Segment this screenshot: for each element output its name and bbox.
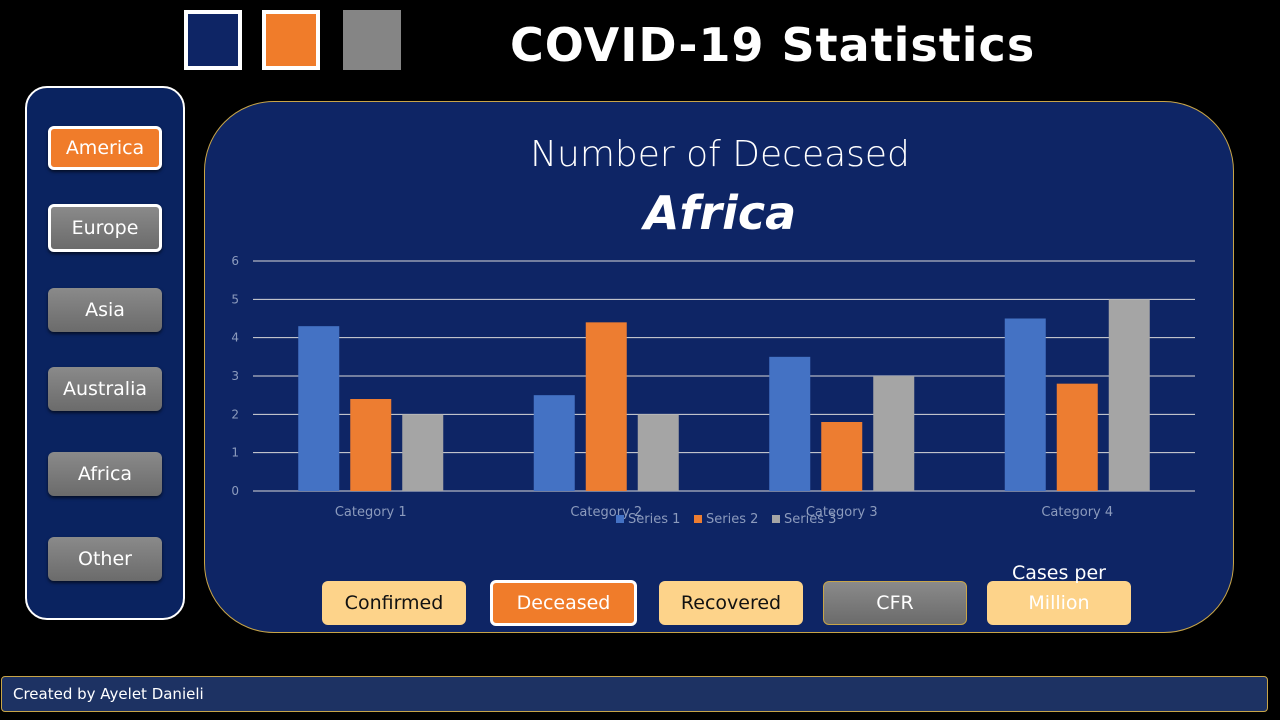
region-button-australia[interactable]: Australia xyxy=(48,367,162,411)
region-button-other[interactable]: Other xyxy=(48,537,162,581)
theme-swatch-navy[interactable] xyxy=(184,10,242,70)
x-tick-label: Category 3 xyxy=(806,505,878,520)
theme-swatch-gray[interactable] xyxy=(343,10,401,70)
legend-swatch xyxy=(772,515,780,523)
bar xyxy=(402,414,444,491)
bar xyxy=(1108,299,1150,491)
bar xyxy=(585,322,627,491)
x-tick-label: Category 1 xyxy=(335,505,407,520)
chart-region-title: Africa xyxy=(643,186,797,240)
metric-button-confirmed[interactable]: Confirmed xyxy=(322,581,466,625)
bar xyxy=(637,414,679,491)
metric-button-cases-per-million[interactable]: Million xyxy=(987,581,1131,625)
legend-label: Series 2 xyxy=(706,512,758,527)
bar xyxy=(350,399,392,491)
legend-label: Series 3 xyxy=(784,512,836,527)
footer: Created by Ayelet Danieli xyxy=(1,676,1268,712)
region-button-africa[interactable]: Africa xyxy=(48,452,162,496)
y-tick-label: 4 xyxy=(231,331,239,345)
region-panel: America Europe Asia Australia Africa Oth… xyxy=(25,86,185,620)
footer-credit: Created by Ayelet Danieli xyxy=(13,685,204,703)
region-button-asia[interactable]: Asia xyxy=(48,288,162,332)
metric-button-recovered[interactable]: Recovered xyxy=(659,581,803,625)
bar xyxy=(533,395,575,491)
metric-button-cfr[interactable]: CFR xyxy=(823,581,967,625)
legend-swatch xyxy=(616,515,624,523)
page-title: COVID-19 Statistics xyxy=(510,18,1036,72)
bar xyxy=(769,356,811,491)
bar xyxy=(821,422,863,491)
bar xyxy=(1004,318,1046,491)
x-tick-label: Category 4 xyxy=(1041,505,1113,520)
y-tick-label: 0 xyxy=(231,484,239,498)
bar xyxy=(298,326,340,491)
metric-button-deceased[interactable]: Deceased xyxy=(490,580,637,626)
region-button-europe[interactable]: Europe xyxy=(48,204,162,252)
y-tick-label: 3 xyxy=(231,369,239,383)
bar xyxy=(1056,383,1098,491)
bar-chart: 0 1 2 3 4 5 6 Category 1 Category 2 Category 3 Cat… xyxy=(231,254,1195,527)
y-tick-label: 6 xyxy=(231,254,239,268)
x-tick-label: Category 2 xyxy=(570,505,642,520)
bar xyxy=(873,376,915,491)
chart-subtitle: Number of Deceased xyxy=(530,134,910,175)
legend-swatch xyxy=(694,515,702,523)
legend-label: Series 1 xyxy=(628,512,680,527)
y-tick-label: 2 xyxy=(231,407,239,421)
y-tick-label: 1 xyxy=(231,446,239,460)
region-button-america[interactable]: America xyxy=(48,126,162,170)
theme-swatch-orange[interactable] xyxy=(262,10,320,70)
y-tick-label: 5 xyxy=(231,292,239,306)
cases-per-caption: Cases per xyxy=(1012,562,1106,584)
chart-panel: Number of Deceased Africa xyxy=(204,101,1234,633)
